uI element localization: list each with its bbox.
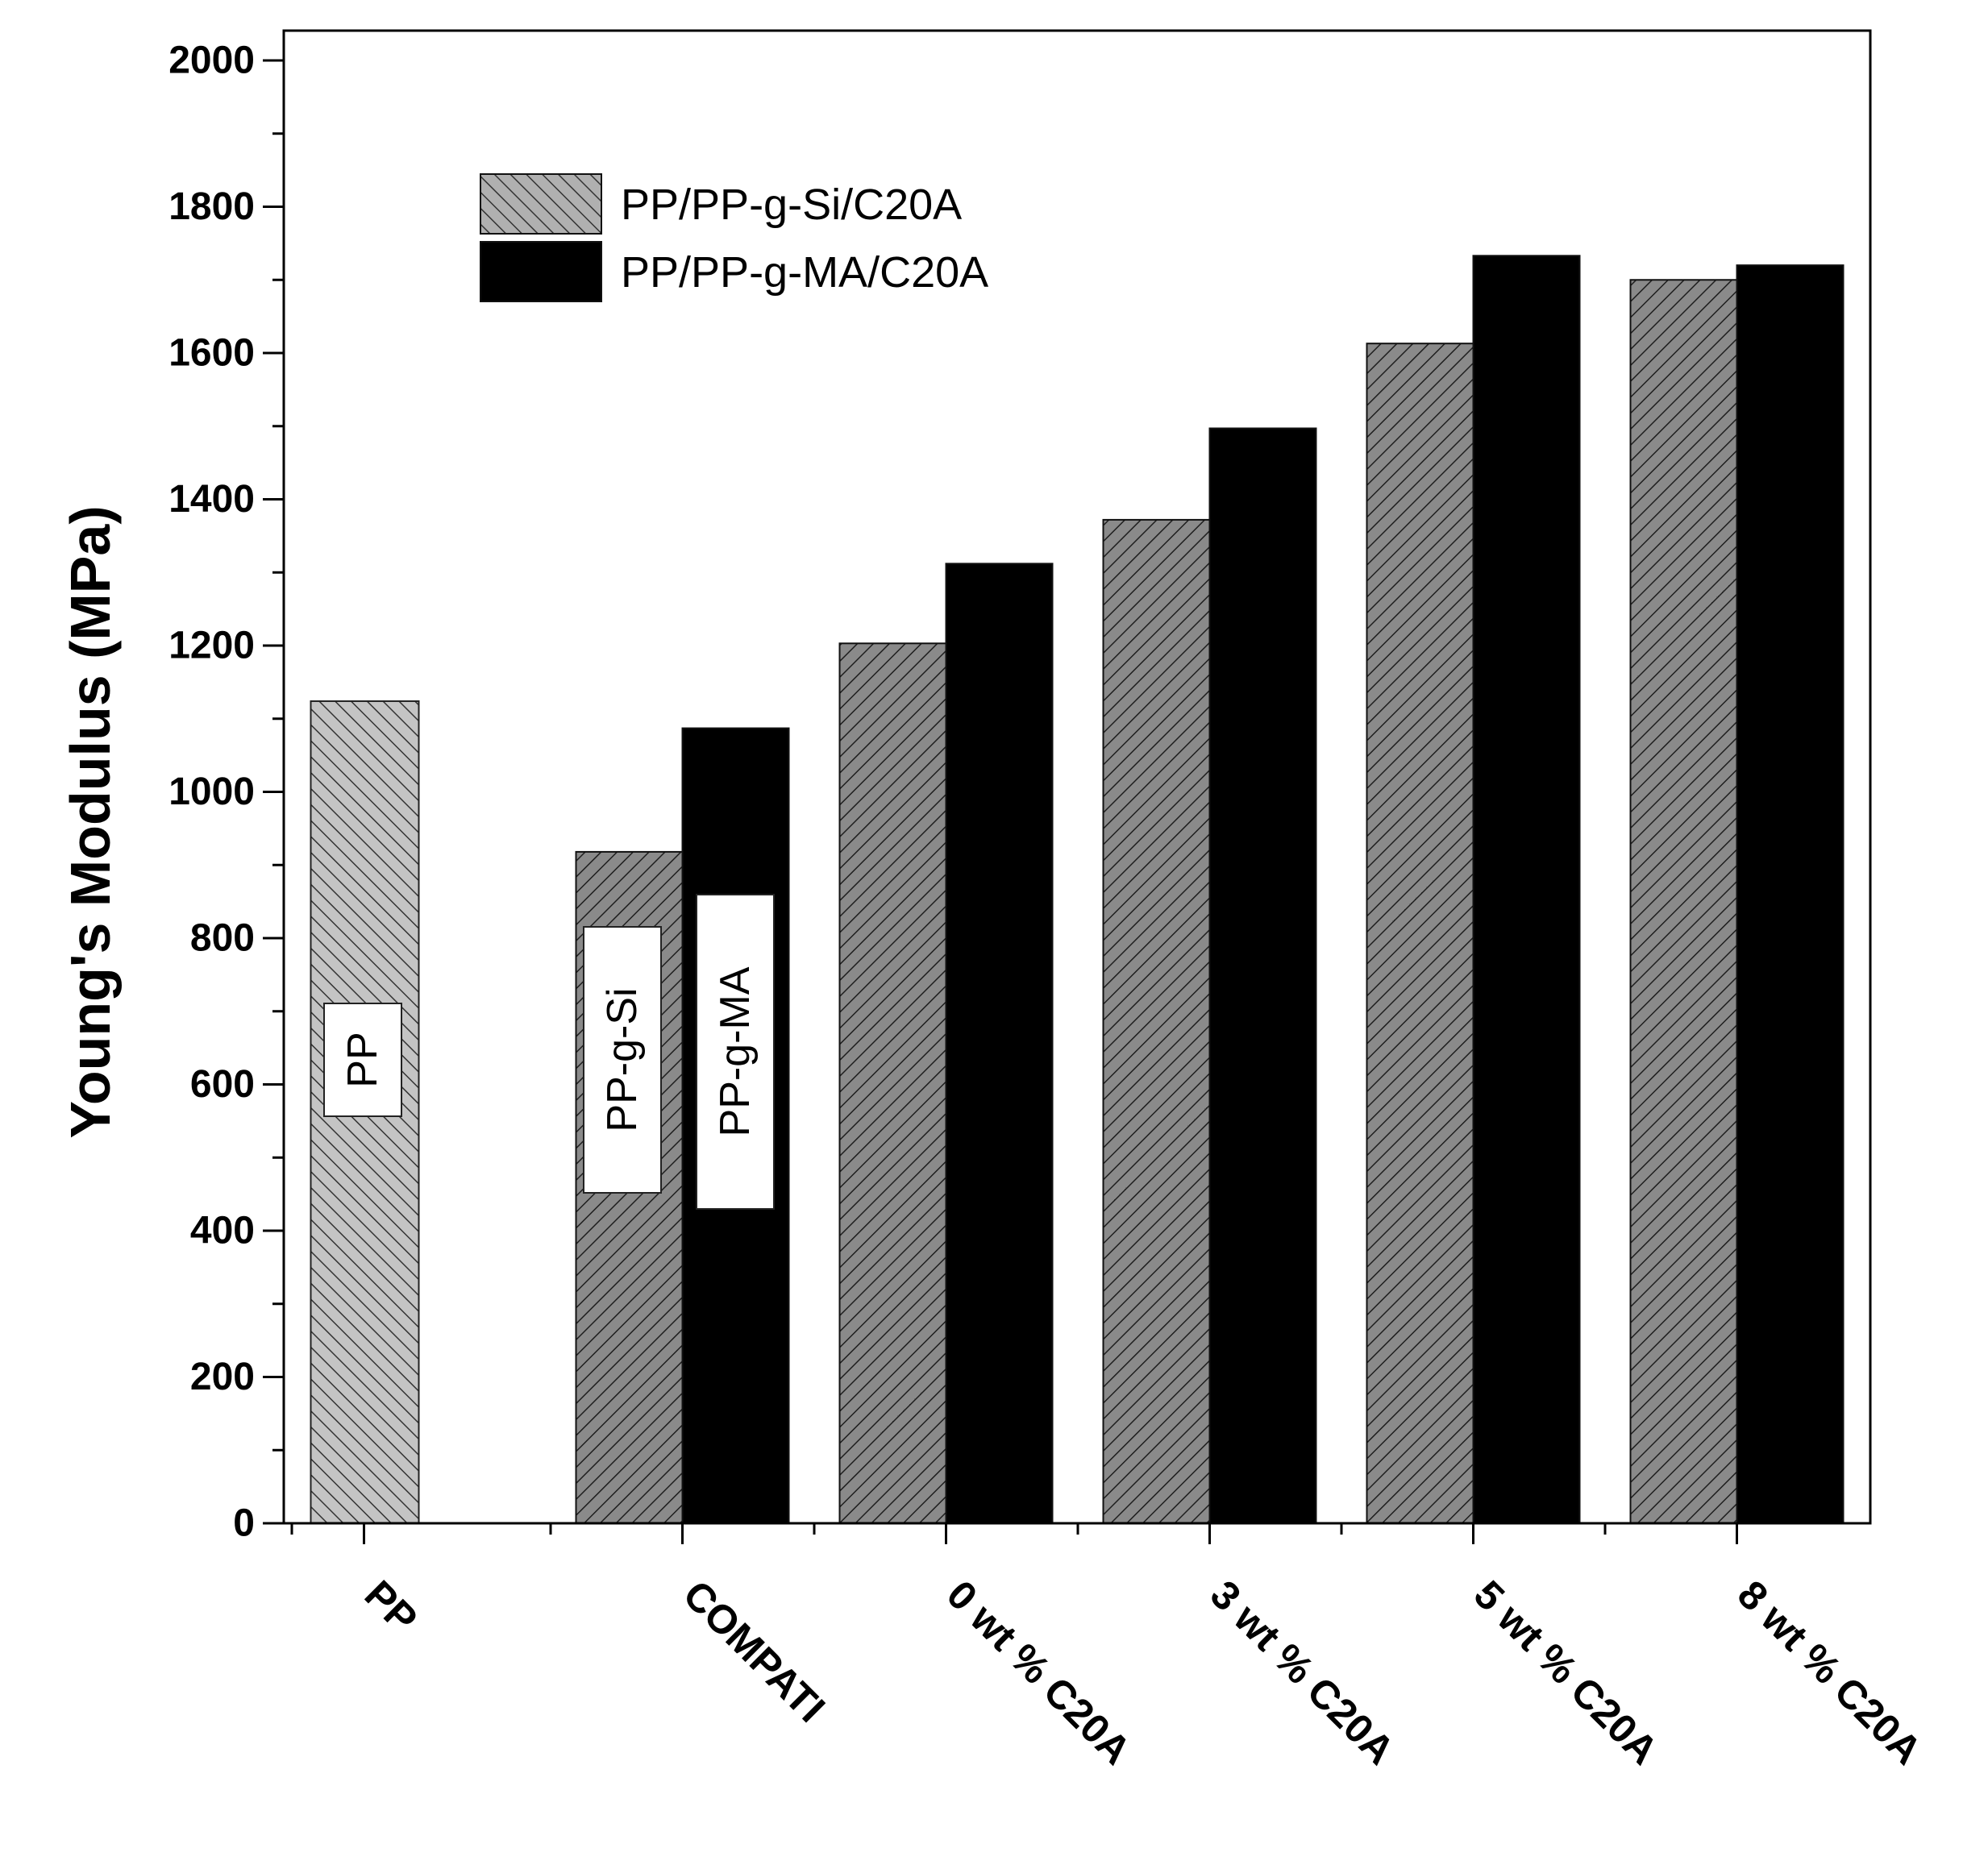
y-tick-label: 1800 [168, 185, 255, 228]
bar-ma-2 [945, 563, 1054, 1524]
y-tick-label: 1400 [168, 478, 255, 521]
annotation-pp-g-ma-box [696, 894, 775, 1210]
annotation-pp-g-si-group: PP-g-Si [583, 926, 662, 1194]
annotation-pp: PP [339, 1032, 386, 1087]
y-tick-label: 200 [190, 1356, 255, 1398]
annotation-pp-g-si: PP-g-Si [599, 987, 646, 1132]
y-tick-label: 400 [190, 1210, 255, 1252]
x-tick-label: COMPATI [675, 1572, 834, 1730]
y-tick-label: 1000 [168, 771, 255, 813]
bar-si-2 [838, 642, 947, 1525]
legend-label-1: PP/PP-g-MA/C20A [621, 248, 988, 297]
bar-ma-4 [1472, 255, 1581, 1524]
bar-ma-5 [1736, 264, 1845, 1525]
legend-label-0: PP/PP-g-Si/C20A [621, 181, 962, 229]
x-tick-label: 3 wt % C20A [1202, 1572, 1404, 1773]
annotation-pp-group: PP [323, 1003, 402, 1117]
legend-swatch-1 [480, 241, 602, 302]
x-tick-label: 8 wt % C20A [1729, 1572, 1931, 1773]
bar-si-4 [1366, 343, 1474, 1524]
y-tick-label: 600 [190, 1063, 255, 1106]
legend-swatch-0 [480, 173, 602, 235]
y-tick-label: 2000 [168, 39, 255, 82]
annotation-pp-g-ma: PP-g-MA [712, 966, 759, 1136]
y-tick-label: 1200 [168, 625, 255, 667]
y-tick-label: 1600 [168, 332, 255, 375]
y-axis-title: Young's Modulus (MPa) [59, 505, 122, 1138]
x-tick-label: 0 wt % C20A [938, 1572, 1140, 1773]
bar-si-5 [1629, 279, 1738, 1524]
annotation-pp-box [323, 1003, 402, 1117]
y-tick-label: 800 [190, 917, 255, 960]
bar-ma-3 [1208, 427, 1317, 1524]
bar-si-3 [1102, 518, 1211, 1524]
x-tick-label: PP [356, 1572, 426, 1642]
annotation-pp-g-ma-group: PP-g-MA [696, 894, 775, 1210]
y-tick-label: 0 [233, 1502, 255, 1545]
x-tick-label: 5 wt % C20A [1466, 1572, 1667, 1773]
annotation-pp-g-si-box [583, 926, 662, 1194]
